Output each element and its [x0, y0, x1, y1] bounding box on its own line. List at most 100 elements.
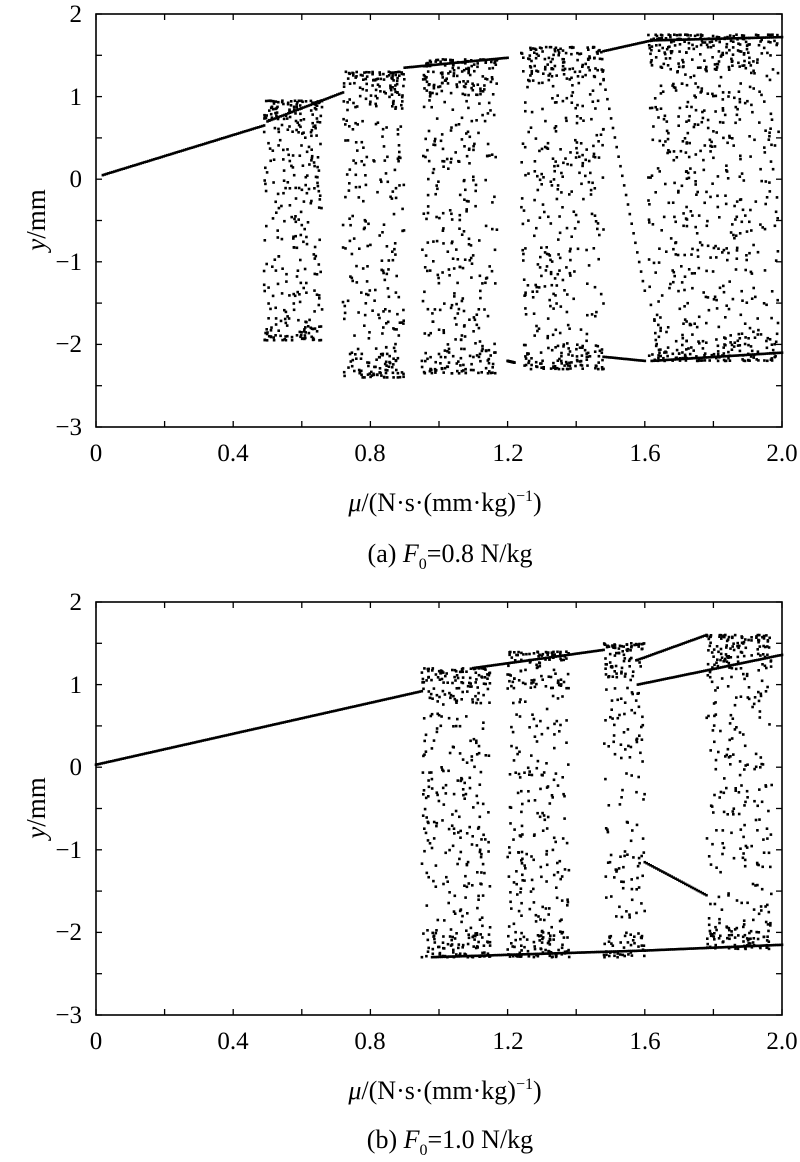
data-point	[307, 187, 311, 191]
data-point	[527, 352, 530, 355]
data-point	[742, 940, 745, 943]
data-point	[519, 955, 523, 958]
data-point	[664, 37, 668, 40]
data-point	[704, 295, 708, 299]
data-point	[455, 932, 458, 935]
data-point	[262, 130, 266, 134]
data-point	[676, 253, 680, 257]
data-point	[397, 295, 401, 299]
data-point	[733, 945, 736, 949]
data-point	[665, 250, 668, 253]
data-point	[756, 652, 760, 656]
data-point	[444, 792, 448, 795]
data-point	[463, 797, 466, 800]
data-point	[638, 657, 642, 661]
data-point	[448, 691, 451, 695]
data-point	[551, 84, 555, 88]
data-point	[433, 308, 437, 311]
data-point	[425, 76, 428, 79]
data-point	[674, 89, 678, 92]
data-point	[712, 702, 716, 705]
data-point	[480, 371, 483, 374]
data-point	[432, 70, 435, 74]
data-point	[708, 670, 712, 674]
data-point	[116, 169, 120, 172]
data-point	[670, 948, 673, 951]
data-point	[487, 754, 491, 757]
data-point	[750, 659, 753, 663]
data-point	[571, 652, 575, 656]
data-point	[738, 337, 742, 340]
data-point	[562, 680, 566, 684]
data-point	[604, 355, 607, 359]
data-point	[716, 205, 720, 209]
data-point	[776, 351, 780, 355]
data-point	[674, 339, 678, 343]
data-point	[623, 854, 626, 858]
data-point	[581, 153, 584, 157]
data-point	[674, 948, 677, 951]
data-point	[483, 871, 486, 875]
data-point	[560, 658, 563, 662]
data-point	[395, 274, 398, 278]
data-point	[467, 148, 471, 151]
data-point	[674, 644, 678, 648]
data-point	[765, 943, 769, 947]
data-point	[330, 95, 333, 99]
data-point	[683, 947, 687, 951]
data-point	[427, 821, 430, 825]
data-point	[351, 71, 354, 75]
data-point	[365, 702, 368, 705]
data-point	[593, 350, 597, 353]
data-point	[713, 714, 716, 718]
data-point	[131, 164, 135, 167]
data-point	[479, 87, 482, 90]
data-point	[524, 867, 527, 870]
data-point	[600, 57, 604, 61]
y-axis-label-b: y/mm	[21, 777, 51, 842]
data-point	[342, 82, 346, 85]
data-point	[599, 950, 603, 954]
data-point	[522, 278, 526, 281]
data-point	[706, 296, 710, 299]
data-point	[592, 144, 595, 148]
data-point	[546, 317, 550, 320]
data-point	[436, 918, 440, 922]
data-point	[480, 349, 484, 353]
y-tick-labels-a: 2 1 0 −1 −2 −3	[55, 1, 82, 441]
data-point	[461, 788, 465, 791]
data-point	[624, 672, 627, 676]
data-point	[748, 931, 751, 935]
data-point	[272, 158, 276, 161]
data-point	[648, 285, 651, 289]
data-point	[734, 354, 738, 357]
data-point	[465, 670, 468, 673]
data-point	[542, 176, 545, 179]
data-point	[591, 181, 594, 185]
data-point	[556, 681, 560, 684]
data-point	[728, 34, 732, 37]
data-point	[427, 785, 431, 789]
data-point	[752, 69, 755, 73]
data-point	[706, 946, 709, 949]
data-point	[746, 36, 749, 40]
data-point	[535, 740, 539, 743]
data-point	[747, 942, 750, 945]
data-point	[458, 61, 462, 64]
data-point	[365, 75, 369, 78]
data-point	[620, 950, 624, 953]
data-point	[434, 360, 437, 364]
data-point	[395, 82, 399, 86]
data-point	[431, 91, 434, 95]
data-point	[561, 57, 564, 61]
data-point	[428, 99, 431, 102]
data-point	[163, 747, 166, 751]
y-tick-label: 0	[70, 754, 83, 781]
data-point	[514, 930, 517, 934]
data-point	[726, 141, 729, 145]
data-point	[401, 100, 404, 103]
data-point	[713, 295, 717, 299]
data-point	[699, 149, 702, 153]
data-point	[533, 658, 536, 661]
data-point	[730, 930, 733, 933]
